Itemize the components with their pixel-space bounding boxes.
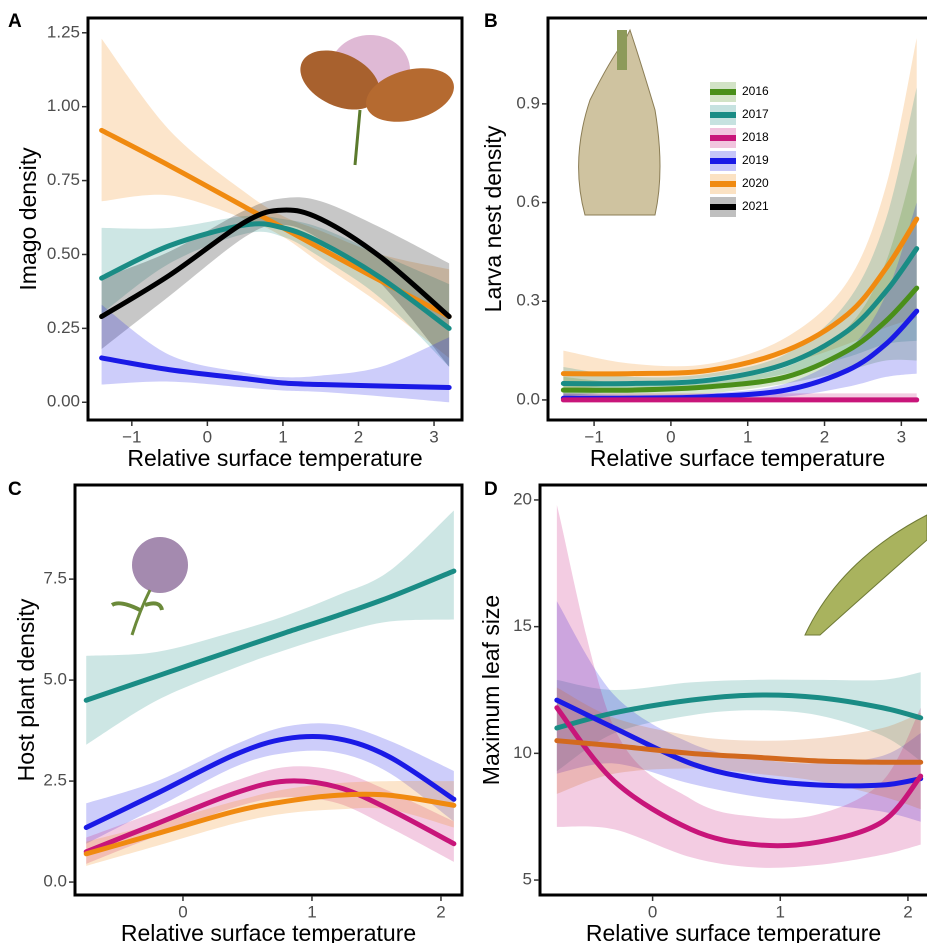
- plot-frame: [546, 16, 927, 422]
- x-tick-label: 2: [903, 902, 912, 921]
- y-tick-label: 0.00: [47, 392, 80, 411]
- y-tick-label: 0.0: [43, 872, 67, 891]
- x-tick-label: 1: [307, 902, 316, 921]
- legend-swatch: [710, 181, 736, 187]
- trend-line: [560, 216, 920, 377]
- plot-frame: [538, 483, 927, 897]
- confidence-band: [556, 687, 921, 810]
- y-tick-label: 15: [513, 616, 532, 635]
- y-tick-label: 7.5: [43, 569, 67, 588]
- illustration-butterfly: [300, 35, 454, 166]
- y-tick-label: 1.25: [47, 22, 80, 41]
- legend-label: 2020: [742, 176, 769, 190]
- legend-label: 2016: [742, 84, 769, 98]
- confidence-band: [101, 215, 450, 367]
- confidence-band: [86, 766, 454, 864]
- plot-area: [83, 510, 457, 866]
- x-tick-label: 0: [666, 427, 675, 446]
- illustration-leaf: [804, 514, 927, 636]
- x-tick-label: 2: [436, 902, 445, 921]
- x-axis-label: Relative surface temperature: [590, 445, 885, 471]
- plot-area: [99, 38, 452, 403]
- y-tick-label: 0.0: [516, 389, 540, 408]
- y-tick-label: 0.75: [47, 170, 80, 189]
- trend-line: [83, 791, 457, 857]
- confidence-band: [86, 510, 454, 745]
- confidence-band: [101, 197, 450, 367]
- y-axis-label: Imago density: [15, 147, 41, 291]
- panel-label: D: [484, 479, 498, 500]
- trend-line: [554, 738, 924, 765]
- trend-line: [99, 207, 452, 320]
- illustration-flower: [110, 537, 188, 636]
- plot-area: [560, 38, 920, 403]
- y-tick-label: 20: [513, 489, 532, 508]
- x-tick-label: 0: [648, 902, 657, 921]
- plot-frame: [86, 16, 464, 422]
- y-tick-label: 5.0: [43, 670, 67, 689]
- trend-line: [554, 697, 924, 789]
- confidence-band: [101, 38, 450, 358]
- legend-swatch: [710, 89, 736, 95]
- x-tick-label: −1: [122, 427, 141, 446]
- legend-swatch: [710, 112, 736, 118]
- y-tick-label: 5: [523, 870, 532, 889]
- x-tick-label: 0: [178, 902, 187, 921]
- trend-line: [554, 705, 924, 849]
- x-tick-label: 1: [278, 427, 287, 446]
- y-tick-label: 0.3: [516, 291, 540, 310]
- y-tick-label: 0.6: [516, 192, 540, 211]
- y-axis-label: Host plant density: [13, 598, 39, 781]
- x-tick-label: −1: [584, 427, 603, 446]
- trend-line: [554, 692, 924, 731]
- x-tick-label: 3: [429, 427, 438, 446]
- x-tick-label: 0: [203, 427, 212, 446]
- legend-label: 2019: [742, 153, 769, 167]
- y-tick-label: 10: [513, 743, 532, 762]
- legend-swatch: [710, 158, 736, 164]
- plot-frame: [73, 483, 464, 897]
- y-tick-label: 0.50: [47, 244, 80, 263]
- confidence-band: [556, 601, 921, 822]
- trend-line: [99, 221, 452, 331]
- legend-label: 2017: [742, 107, 769, 121]
- illustration-nest: [578, 28, 661, 216]
- trend-line: [83, 734, 457, 831]
- legend-label: 2021: [742, 199, 769, 213]
- y-axis-label: Maximum leaf size: [478, 595, 504, 785]
- y-tick-label: 0.25: [47, 318, 80, 337]
- panel-label: C: [8, 479, 22, 500]
- y-tick-label: 0.9: [516, 93, 540, 112]
- trend-line: [83, 568, 457, 703]
- confidence-band: [86, 723, 454, 844]
- trend-line: [83, 778, 457, 855]
- x-axis-label: Relative surface temperature: [121, 920, 416, 943]
- plot-area: [554, 505, 924, 868]
- confidence-band: [86, 780, 454, 866]
- trend-line: [560, 246, 920, 387]
- y-axis-label: Larva nest density: [480, 125, 506, 312]
- legend-label: 2018: [742, 130, 769, 144]
- confidence-band: [101, 304, 450, 403]
- y-tick-label: 1.00: [47, 96, 80, 115]
- trend-line: [99, 355, 452, 390]
- x-axis-label: Relative surface temperature: [127, 445, 422, 471]
- legend-swatch: [710, 204, 736, 210]
- x-tick-label: 1: [776, 902, 785, 921]
- legend-swatch: [710, 135, 736, 141]
- confidence-band: [556, 505, 921, 868]
- x-tick-label: 1: [743, 427, 752, 446]
- trend-line: [560, 285, 920, 393]
- x-tick-label: 2: [820, 427, 829, 446]
- x-tick-label: 2: [354, 427, 363, 446]
- y-tick-label: 2.5: [43, 771, 67, 790]
- x-tick-label: 3: [897, 427, 906, 446]
- panel-label: B: [484, 11, 498, 32]
- panel-label: A: [8, 11, 22, 32]
- x-axis-label: Relative surface temperature: [586, 920, 881, 943]
